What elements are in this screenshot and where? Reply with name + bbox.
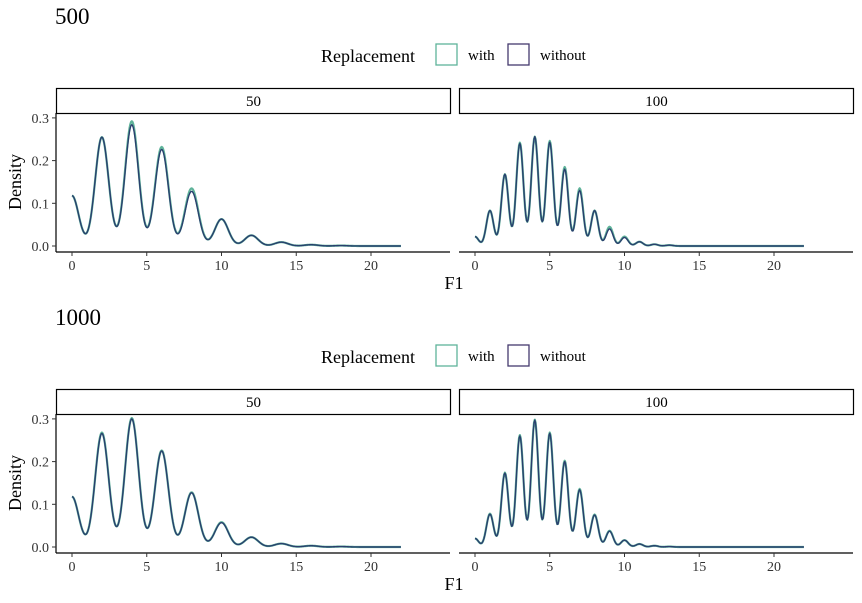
series-line-without	[71, 124, 401, 247]
legend-title: Replacement	[321, 347, 415, 367]
legend: Replacement with without	[321, 344, 587, 367]
panel-100: 100 0 5 10 15 20	[458, 87, 855, 274]
facet-strip	[55, 87, 452, 115]
x-axis-title: F1	[444, 273, 463, 293]
x-tick-label: 10	[215, 560, 229, 575]
y-tick-label: 0.0	[32, 541, 50, 556]
series-line-with	[71, 416, 402, 549]
series-line-without	[71, 418, 401, 548]
y-axis-title: Density	[5, 154, 25, 210]
series-line-with	[71, 120, 402, 248]
facet-strip	[458, 87, 855, 115]
x-axis-title: F1	[444, 574, 463, 594]
y-tick-label: 0.3	[32, 112, 50, 127]
x-tick-label: 15	[692, 259, 706, 274]
facet-strip-label: 50	[246, 395, 261, 411]
facet-strip-label: 50	[246, 94, 261, 110]
series-line-without	[474, 135, 804, 247]
x-tick-label: 20	[364, 259, 378, 274]
x-tick-label: 20	[767, 560, 781, 575]
legend-label-with: with	[468, 48, 495, 64]
y-tick-label: 0.2	[32, 155, 50, 170]
chart-title: 500	[55, 4, 90, 29]
x-tick-label: 0	[69, 259, 76, 274]
legend-key-without	[507, 344, 530, 367]
x-tick-label: 15	[692, 560, 706, 575]
x-tick-label: 5	[546, 560, 553, 575]
legend-key-with	[435, 344, 458, 367]
y-tick-label: 0.3	[32, 413, 50, 428]
legend-label-with: with	[468, 349, 495, 365]
series-line-without	[474, 419, 804, 548]
facet-strip	[55, 388, 452, 416]
x-tick-label: 0	[472, 259, 479, 274]
legend-key-with	[435, 43, 458, 66]
x-tick-label: 10	[618, 560, 632, 575]
x-tick-label: 15	[289, 560, 303, 575]
legend-label-without: without	[540, 349, 587, 365]
y-tick-label: 0.1	[32, 498, 50, 513]
facet-strip-label: 100	[645, 94, 668, 110]
legend-title: Replacement	[321, 46, 415, 66]
facet-strip	[458, 388, 855, 416]
x-tick-label: 5	[143, 259, 150, 274]
y-tick-label: 0.1	[32, 197, 50, 212]
x-tick-label: 15	[289, 259, 303, 274]
chart-title: 1000	[55, 305, 101, 330]
y-tick-label: 0.2	[32, 456, 50, 471]
y-axis-title: Density	[5, 455, 25, 511]
x-tick-label: 10	[618, 259, 632, 274]
x-tick-label: 20	[364, 560, 378, 575]
x-tick-label: 20	[767, 259, 781, 274]
panel-100: 100 0 5 10 15 20	[458, 388, 855, 575]
legend-key-without	[507, 43, 530, 66]
x-tick-label: 5	[143, 560, 150, 575]
panel-50: 50 0 5 10 15 20 0.0 0.1 0.2 0.3	[32, 87, 452, 274]
facet-strip-label: 100	[645, 395, 668, 411]
x-tick-label: 0	[472, 560, 479, 575]
y-tick-label: 0.0	[32, 240, 50, 255]
x-tick-label: 0	[69, 560, 76, 575]
x-tick-label: 5	[546, 259, 553, 274]
panel-50: 50 0 5 10 15 20 0.0 0.1 0.2 0.3	[32, 388, 452, 575]
x-tick-label: 10	[215, 259, 229, 274]
legend: Replacement with without	[321, 43, 587, 66]
legend-label-without: without	[540, 48, 587, 64]
